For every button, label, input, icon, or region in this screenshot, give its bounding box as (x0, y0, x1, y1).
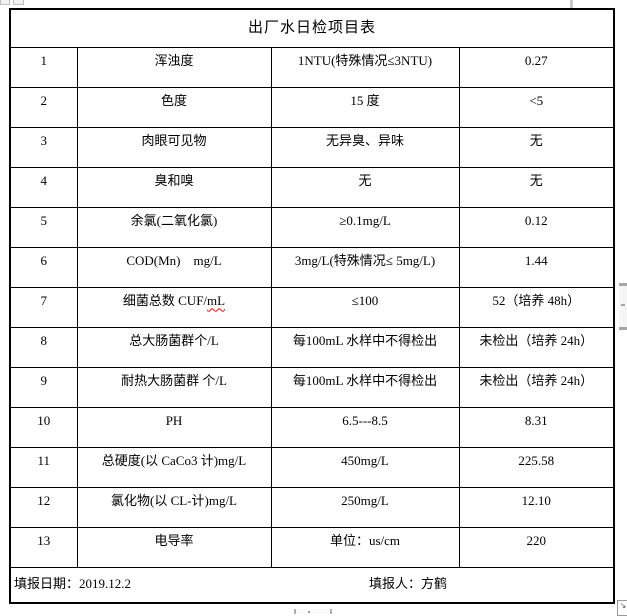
row-number-cell[interactable]: 1 (9, 46, 78, 88)
item-cell[interactable]: PH (76, 406, 272, 448)
item-text: 细菌总数 CUF/ (122, 292, 208, 308)
row-number-cell[interactable]: 12 (9, 486, 78, 528)
item-cell[interactable]: 臭和嗅 (76, 166, 272, 208)
table-row: 1 浑浊度 1NTU(特殊情况≤3NTU) 0.27 (9, 46, 615, 88)
table-row: 8 总大肠菌群个/L 每100mL 水样中不得检出 未检出（培养 24h） (9, 326, 615, 368)
row-number-cell[interactable]: 8 (9, 326, 78, 368)
value-cell[interactable]: 52（培养 48h） (458, 286, 615, 328)
standard-cell[interactable]: 250mg/L (270, 486, 460, 528)
standard-cell[interactable]: 每100mL 水样中不得检出 (270, 366, 460, 408)
standard-cell[interactable]: 1NTU(特殊情况≤3NTU) (270, 46, 460, 88)
page-title[interactable]: 出厂水日检项目表 (9, 8, 615, 48)
item-cell[interactable]: 浑浊度 (76, 46, 272, 88)
value-cell[interactable]: 0.27 (458, 46, 615, 88)
horizontal-scrollbar-fragment[interactable] (294, 609, 332, 614)
row-number-cell[interactable]: 3 (9, 126, 78, 168)
table-row: 10 PH 6.5---8.5 8.31 (9, 406, 615, 448)
item-cell[interactable]: 总大肠菌群个/L (76, 326, 272, 368)
item-cell[interactable]: 总硬度(以 CaCo3 计)mg/L (76, 446, 272, 488)
value-cell[interactable]: <5 (458, 86, 615, 128)
row-number-cell[interactable]: 7 (9, 286, 78, 328)
standard-cell[interactable]: ≥0.1mg/L (270, 206, 460, 248)
standard-cell[interactable]: 3mg/L(特殊情况≤ 5mg/L) (270, 246, 460, 288)
row-number-cell[interactable]: 9 (9, 366, 78, 408)
value-cell[interactable]: 无 (458, 126, 615, 168)
value-cell[interactable]: 8.31 (458, 406, 615, 448)
value-cell[interactable]: 未检出（培养 24h） (458, 366, 615, 408)
table-row: 5 余氯(二氧化氯) ≥0.1mg/L 0.12 (9, 206, 615, 248)
standard-cell[interactable]: 每100mL 水样中不得检出 (270, 326, 460, 368)
row-number-cell[interactable]: 13 (9, 526, 78, 568)
table-row: 4 臭和嗅 无 无 (9, 166, 615, 208)
item-unit-misspelled: mL (207, 292, 226, 308)
standard-cell[interactable]: 450mg/L (270, 446, 460, 488)
table-move-handle-fragment-2[interactable] (13, 0, 24, 5)
item-cell[interactable]: 余氯(二氧化氯) (76, 206, 272, 248)
table-title-row: 出厂水日检项目表 (9, 8, 615, 48)
item-cell[interactable]: 色度 (76, 86, 272, 128)
standard-cell[interactable]: 无 (270, 166, 460, 208)
value-cell[interactable]: 无 (458, 166, 615, 208)
item-cell[interactable]: COD(Mn) mg/L (76, 246, 272, 288)
item-cell[interactable]: 肉眼可见物 (76, 126, 272, 168)
row-number-cell[interactable]: 6 (9, 246, 78, 288)
scrollbar-dot-icon (308, 611, 310, 613)
table-row: 6 COD(Mn) mg/L 3mg/L(特殊情况≤ 5mg/L) 1.44 (9, 246, 615, 288)
value-cell[interactable]: 未检出（培养 24h） (458, 326, 615, 368)
scrollbar-grip-icon (621, 304, 625, 306)
value-cell[interactable]: 1.44 (458, 246, 615, 288)
vertical-scrollbar-thumb[interactable] (619, 283, 627, 330)
row-number-cell[interactable]: 5 (9, 206, 78, 248)
standard-cell[interactable]: 6.5---8.5 (270, 406, 460, 448)
item-cell[interactable]: 耐热大肠菌群 个/L (76, 366, 272, 408)
standard-cell[interactable]: 无异臭、异味 (270, 126, 460, 168)
table-row: 12 氯化物(以 CL-计)mg/L 250mg/L 12.10 (9, 486, 615, 528)
item-cell[interactable]: 电导率 (76, 526, 272, 568)
item-cell[interactable]: 细菌总数 CUF/mL (76, 286, 272, 328)
item-cell[interactable]: 氯化物(以 CL-计)mg/L (76, 486, 272, 528)
row-number-cell[interactable]: 10 (9, 406, 78, 448)
value-cell[interactable]: 12.10 (458, 486, 615, 528)
table-row: 13 电导率 单位：us/cm 220 (9, 526, 615, 568)
report-date-label: 填报日期：2019.12.2 (14, 575, 132, 591)
table-row: 2 色度 15 度 <5 (9, 86, 615, 128)
value-cell[interactable]: 220 (458, 526, 615, 568)
standard-cell[interactable]: ≤100 (270, 286, 460, 328)
reporter-label: 填报人：方鹤 (369, 575, 448, 591)
ruler-cursor-tick (570, 0, 573, 8)
table-row: 3 肉眼可见物 无异臭、异味 无 (9, 126, 615, 168)
row-number-cell[interactable]: 2 (9, 86, 78, 128)
standard-cell[interactable]: 单位：us/cm (270, 526, 460, 568)
row-number-cell[interactable]: 4 (9, 166, 78, 208)
table-row: 7 细菌总数 CUF/mL ≤100 52（培养 48h） (9, 286, 615, 328)
value-cell[interactable]: 225.58 (458, 446, 615, 488)
standard-cell[interactable]: 15 度 (270, 86, 460, 128)
table-row: 11 总硬度(以 CaCo3 计)mg/L 450mg/L 225.58 (9, 446, 615, 488)
daily-inspection-table: 出厂水日检项目表 1 浑浊度 1NTU(特殊情况≤3NTU) 0.27 2 色度… (9, 8, 616, 604)
table-move-handle-fragment[interactable] (0, 0, 10, 5)
row-number-cell[interactable]: 11 (9, 446, 78, 488)
footer-cell[interactable]: 填报日期：2019.12.2 填报人：方鹤 (9, 566, 615, 604)
table-row: 9 耐热大肠菌群 个/L 每100mL 水样中不得检出 未检出（培养 24h） (9, 366, 615, 408)
value-cell[interactable]: 0.12 (458, 206, 615, 248)
table-footer-row: 填报日期：2019.12.2 填报人：方鹤 (9, 566, 615, 604)
